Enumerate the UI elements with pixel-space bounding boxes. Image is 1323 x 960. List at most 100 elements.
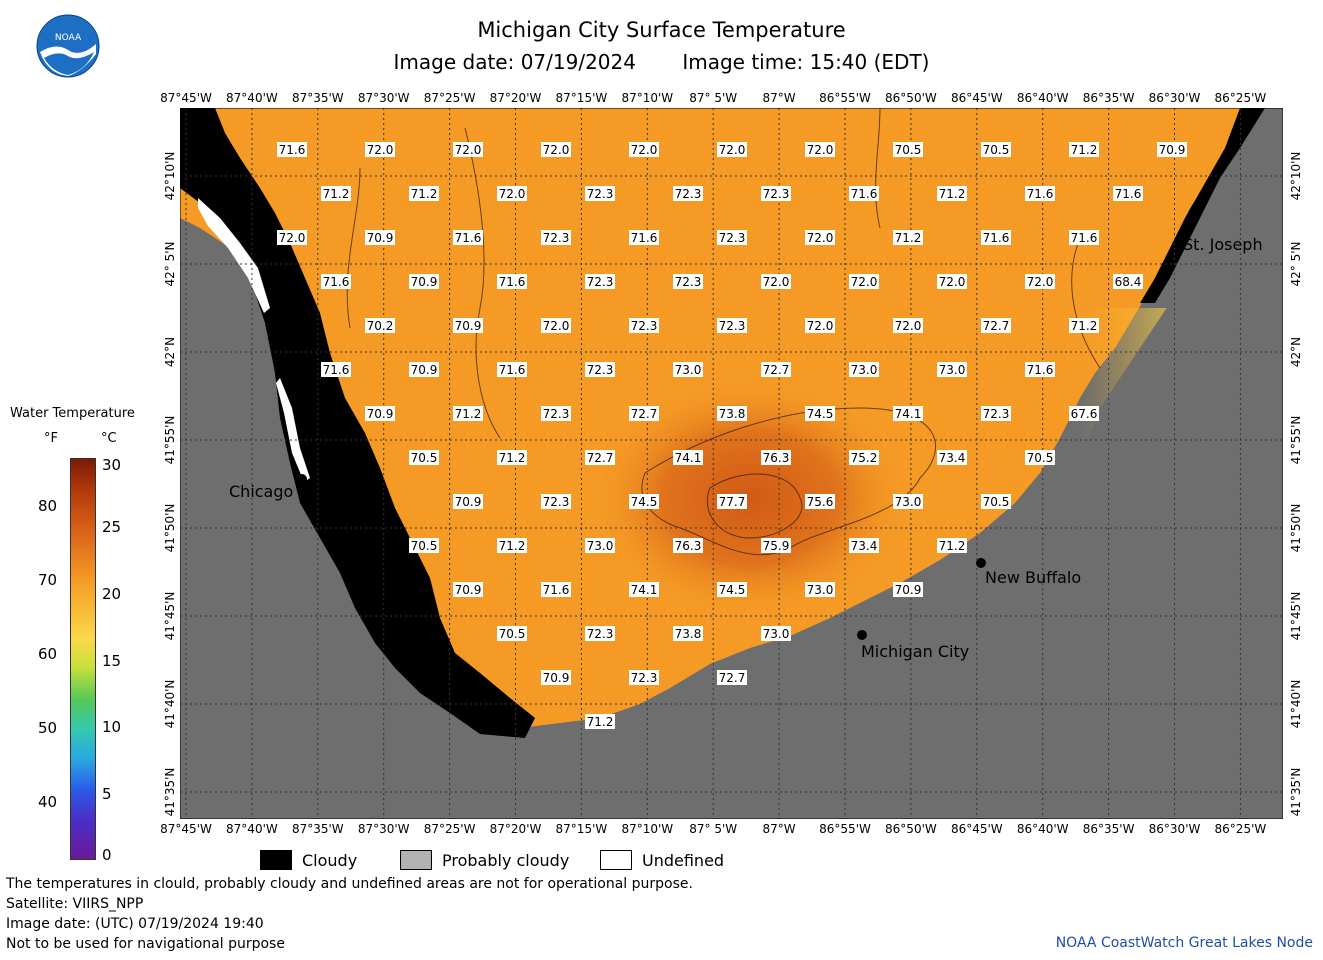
temperature-label: 70.5 [1025, 450, 1055, 465]
temperature-label: 70.9 [893, 582, 923, 597]
svg-text:73.0: 73.0 [763, 627, 790, 641]
temperature-label: 74.1 [673, 450, 703, 465]
lon-label-top: 87°40'W [226, 91, 278, 105]
lat-label-left: 41°40'N [163, 679, 177, 729]
svg-text:NOAA: NOAA [55, 33, 82, 43]
legend-fahrenheit-tick: 80 [38, 497, 58, 515]
lon-label-top: 87°20'W [489, 91, 542, 105]
svg-text:70.5: 70.5 [411, 539, 438, 553]
svg-text:71.2: 71.2 [455, 407, 482, 421]
svg-text:70.5: 70.5 [1027, 451, 1054, 465]
key-undefined: Undefined [600, 850, 724, 870]
undefined-strip-west-2 [276, 378, 310, 482]
temperature-map: 71.6 72.0 72.0 72.0 72.0 72.0 72.0 70.5 70.5 71.2… [180, 108, 1283, 819]
image-time: Image time: 15:40 (EDT) [682, 50, 930, 74]
temperature-label: 70.5 [409, 538, 439, 553]
temperature-label: 72.0 [761, 274, 791, 289]
lon-label-top: 87°35'W [291, 91, 344, 105]
temperature-label: 70.9 [453, 318, 483, 333]
svg-text:70.9: 70.9 [543, 671, 570, 685]
lat-label-left: 42° 5'N [163, 241, 177, 287]
temperature-label: 72.0 [1025, 274, 1055, 289]
temperature-label: 72.0 [805, 142, 835, 157]
lat-label-left: 42°N [163, 336, 177, 368]
svg-text:71.2: 71.2 [587, 715, 614, 729]
svg-text:70.2: 70.2 [367, 319, 394, 333]
lon-label-bottom: 87°40'W [226, 822, 278, 836]
svg-text:72.0: 72.0 [807, 319, 834, 333]
lon-label-bottom: 87°W [762, 822, 796, 836]
temperature-label: 72.0 [277, 230, 307, 245]
footer-navigation-warning: Not to be used for navigational purpose [6, 936, 285, 952]
lon-label-top: 86°45'W [950, 91, 1003, 105]
svg-text:72.0: 72.0 [543, 319, 570, 333]
legend-fahrenheit-tick: 70 [38, 571, 58, 589]
temperature-label: 72.3 [541, 230, 571, 245]
lon-label-top: 86°35'W [1082, 91, 1135, 105]
temperature-label: 73.0 [893, 494, 923, 509]
svg-text:73.0: 73.0 [851, 363, 878, 377]
temperature-label: 72.0 [541, 318, 571, 333]
temperature-label: 70.9 [453, 582, 483, 597]
temperature-label: 72.7 [981, 318, 1011, 333]
svg-text:71.6: 71.6 [323, 363, 350, 377]
temperature-label: 70.9 [1157, 142, 1187, 157]
svg-text:70.9: 70.9 [455, 495, 482, 509]
lat-label-left: 42°10'N [163, 151, 177, 201]
svg-text:70.9: 70.9 [367, 407, 394, 421]
lat-label-left: 41°55'N [163, 415, 177, 465]
svg-text:74.1: 74.1 [675, 451, 702, 465]
footer-utc-date: Image date: (UTC) 07/19/2024 19:40 [6, 916, 264, 932]
key-undefined-label: Undefined [642, 850, 725, 870]
svg-text:70.5: 70.5 [499, 627, 526, 641]
warm-water-core [590, 378, 910, 618]
legend-unit-fahrenheit: °F [44, 431, 58, 446]
legend-fahrenheit-tick: 40 [38, 793, 58, 811]
temperature-label: 71.2 [321, 186, 351, 201]
legend-fahrenheit-tick: 50 [38, 719, 58, 737]
temperature-label: 70.9 [541, 670, 571, 685]
temperature-label: 76.3 [761, 450, 791, 465]
svg-text:72.0: 72.0 [895, 319, 922, 333]
lat-label-left: 41°45'N [163, 591, 177, 641]
svg-text:72.7: 72.7 [763, 363, 790, 377]
lat-label-left: 41°50'N [163, 503, 177, 553]
lon-label-bottom: 86°35'W [1082, 822, 1135, 836]
svg-text:71.2: 71.2 [323, 187, 350, 201]
temperature-label: 71.6 [1113, 186, 1143, 201]
svg-text:72.3: 72.3 [675, 187, 702, 201]
legend-celsius-tick: 5 [102, 785, 112, 803]
temperature-label: 71.2 [937, 538, 967, 553]
city-label-chicago: Chicago [229, 482, 294, 501]
temperature-label: 73.4 [937, 450, 967, 465]
temperature-label: 70.9 [365, 230, 395, 245]
legend-fahrenheit-tick: 60 [38, 645, 58, 663]
svg-text:73.0: 73.0 [587, 539, 614, 553]
temperature-label: 72.7 [585, 450, 615, 465]
svg-text:71.6: 71.6 [499, 363, 526, 377]
svg-text:71.6: 71.6 [1071, 231, 1098, 245]
footer-satellite: Satellite: VIIRS_NPP [6, 896, 144, 912]
temperature-label: 71.6 [497, 362, 527, 377]
svg-text:72.7: 72.7 [983, 319, 1010, 333]
svg-text:71.6: 71.6 [1027, 187, 1054, 201]
temperature-label: 73.0 [761, 626, 791, 641]
svg-text:72.0: 72.0 [851, 275, 878, 289]
temperature-label: 70.5 [893, 142, 923, 157]
svg-text:72.0: 72.0 [939, 275, 966, 289]
lon-label-bottom: 86°45'W [950, 822, 1003, 836]
svg-text:71.2: 71.2 [411, 187, 438, 201]
svg-text:72.0: 72.0 [763, 275, 790, 289]
legend-colorbar [70, 458, 96, 860]
svg-text:70.9: 70.9 [411, 363, 438, 377]
lon-label-bottom: 86°55'W [819, 822, 871, 836]
temperature-label: 70.2 [365, 318, 395, 333]
svg-text:72.3: 72.3 [719, 231, 746, 245]
lon-label-bottom: 86°40'W [1016, 822, 1069, 836]
svg-text:72.3: 72.3 [587, 363, 614, 377]
temperature-label: 72.0 [937, 274, 967, 289]
svg-text:72.0: 72.0 [543, 143, 570, 157]
svg-text:70.9: 70.9 [455, 319, 482, 333]
probably-cloudy-swatch [400, 850, 432, 870]
lon-label-top: 86°40'W [1016, 91, 1069, 105]
